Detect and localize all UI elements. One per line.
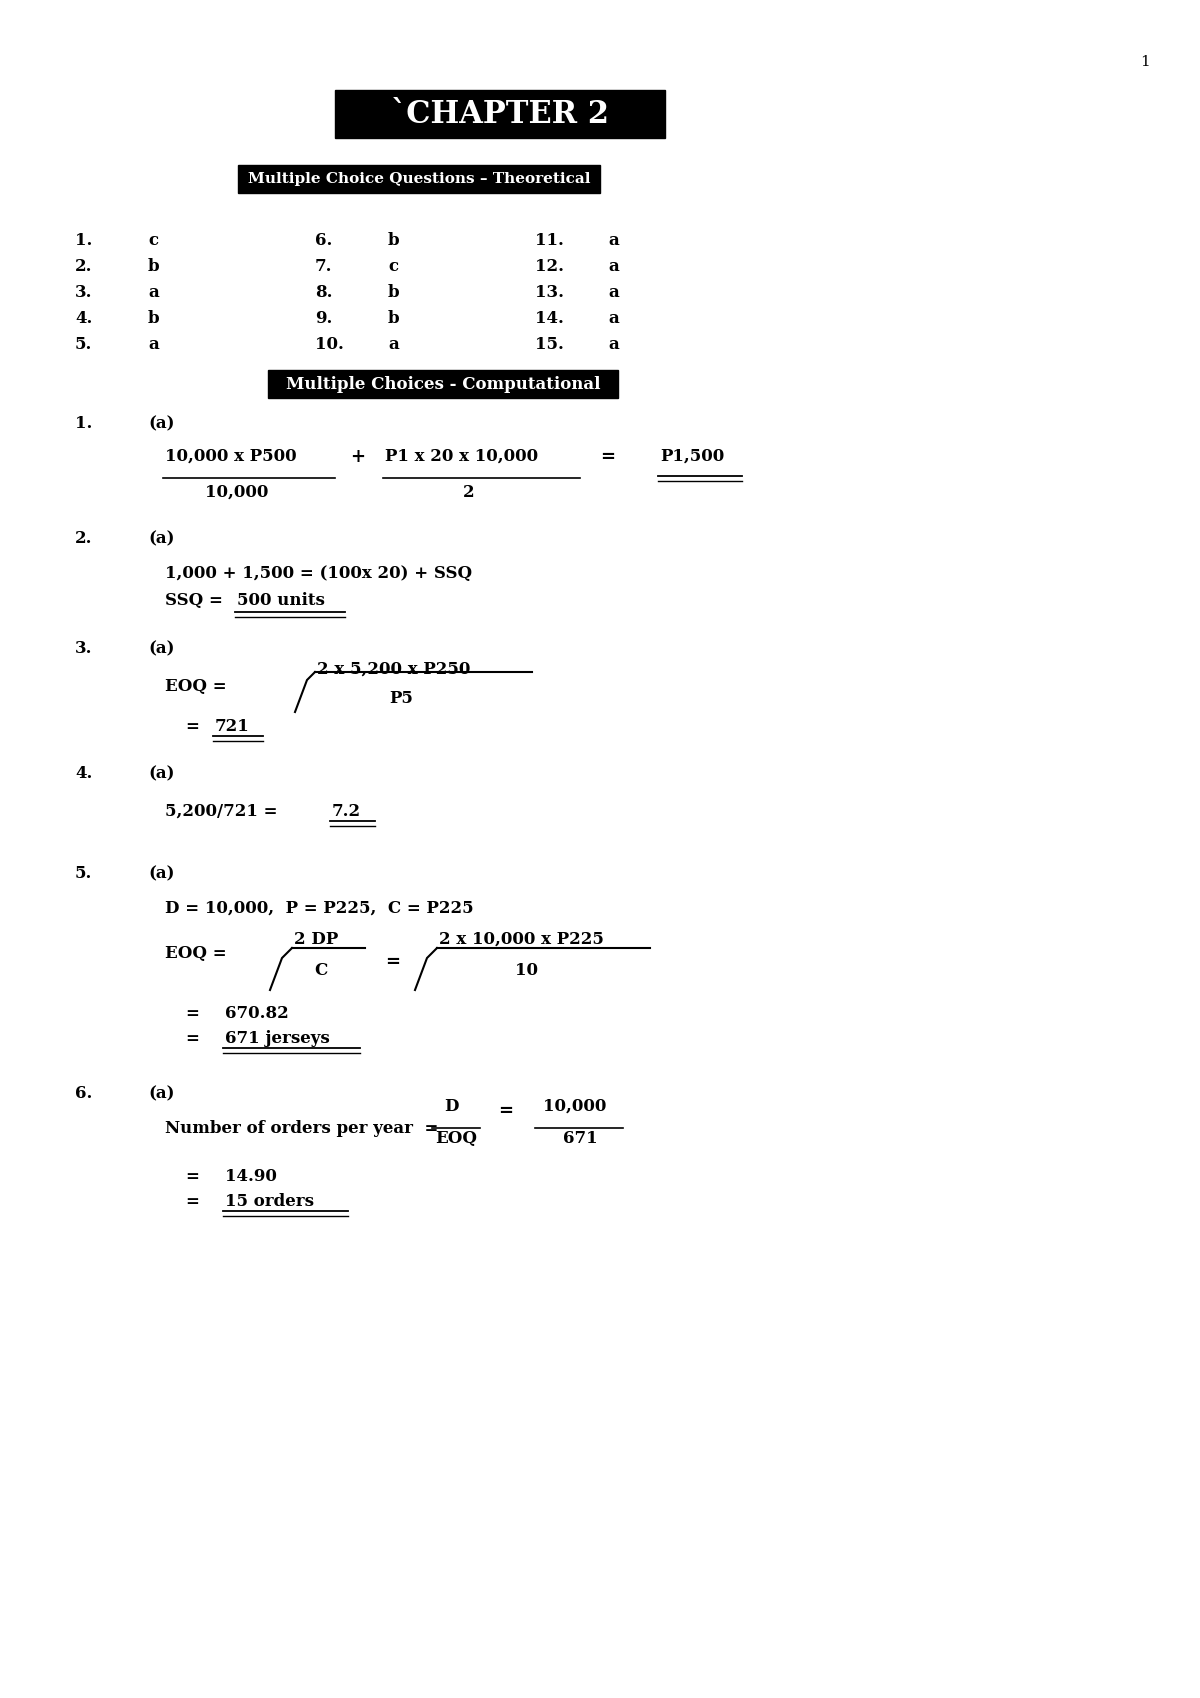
Text: EOQ =: EOQ = — [166, 678, 227, 694]
Text: Multiple Choices - Computational: Multiple Choices - Computational — [286, 375, 600, 392]
Text: 14.: 14. — [535, 311, 564, 328]
Text: 5,200/721 =: 5,200/721 = — [166, 803, 283, 820]
Text: =: = — [185, 1194, 199, 1211]
Text: a: a — [388, 336, 398, 353]
Text: a: a — [608, 311, 619, 328]
Text: a: a — [608, 336, 619, 353]
Text: SSQ =: SSQ = — [166, 593, 229, 610]
Text: b: b — [388, 284, 400, 301]
Text: 13.: 13. — [535, 284, 564, 301]
Text: 500 units: 500 units — [238, 593, 325, 610]
Text: 1: 1 — [1140, 54, 1150, 70]
Text: 4.: 4. — [74, 311, 92, 328]
Text: =: = — [498, 1102, 514, 1121]
Text: Multiple Choice Questions – Theoretical: Multiple Choice Questions – Theoretical — [247, 171, 590, 187]
Text: 2.: 2. — [74, 258, 92, 275]
Text: c: c — [148, 233, 158, 250]
Text: 5.: 5. — [74, 864, 92, 881]
Text: (a): (a) — [148, 640, 174, 657]
Text: +: + — [350, 448, 365, 465]
Text: 10.: 10. — [314, 336, 344, 353]
Text: 670.82: 670.82 — [226, 1005, 289, 1022]
Text: 3.: 3. — [74, 640, 92, 657]
Text: D = 10,000,  P = P225,  C = P225: D = 10,000, P = P225, C = P225 — [166, 900, 474, 917]
Text: (a): (a) — [148, 864, 174, 881]
FancyBboxPatch shape — [268, 370, 618, 397]
Text: C: C — [314, 963, 328, 980]
Text: b: b — [148, 258, 160, 275]
Text: 1,000 + 1,500 = (100x 20) + SSQ: 1,000 + 1,500 = (100x 20) + SSQ — [166, 565, 472, 582]
Text: 15.: 15. — [535, 336, 564, 353]
Text: 721: 721 — [215, 718, 250, 735]
Text: EOQ =: EOQ = — [166, 946, 227, 963]
Text: 1.: 1. — [74, 233, 92, 250]
Text: =: = — [600, 448, 616, 465]
Text: a: a — [148, 284, 158, 301]
Text: 3.: 3. — [74, 284, 92, 301]
Text: a: a — [148, 336, 158, 353]
Text: EOQ: EOQ — [436, 1129, 478, 1148]
Text: 1.: 1. — [74, 414, 92, 431]
Text: (a): (a) — [148, 530, 174, 547]
Text: 7.2: 7.2 — [332, 803, 361, 820]
Text: P1 x 20 x 10,000: P1 x 20 x 10,000 — [385, 448, 538, 465]
Text: 2.: 2. — [74, 530, 92, 547]
Text: (a): (a) — [148, 414, 174, 431]
Text: 10: 10 — [515, 963, 538, 980]
Text: b: b — [388, 233, 400, 250]
Text: =: = — [185, 1005, 199, 1022]
Text: (a): (a) — [148, 766, 174, 783]
Text: 10,000 x P500: 10,000 x P500 — [166, 448, 296, 465]
Text: 15 orders: 15 orders — [226, 1194, 314, 1211]
Text: 7.: 7. — [314, 258, 332, 275]
Text: (a): (a) — [148, 1085, 174, 1102]
Text: b: b — [148, 311, 160, 328]
Text: 11.: 11. — [535, 233, 564, 250]
Text: =: = — [185, 1168, 199, 1185]
Text: 6.: 6. — [74, 1085, 92, 1102]
Text: 14.90: 14.90 — [226, 1168, 277, 1185]
Text: P5: P5 — [389, 689, 413, 706]
Text: b: b — [388, 311, 400, 328]
Text: c: c — [388, 258, 398, 275]
Text: 671: 671 — [563, 1129, 598, 1148]
Text: 10,000: 10,000 — [205, 484, 269, 501]
Text: 2 DP: 2 DP — [294, 931, 338, 947]
Text: 9.: 9. — [314, 311, 332, 328]
Text: 8.: 8. — [314, 284, 332, 301]
FancyBboxPatch shape — [335, 90, 665, 138]
Text: Number of orders per year  =: Number of orders per year = — [166, 1121, 438, 1138]
Text: 4.: 4. — [74, 766, 92, 783]
Text: 2: 2 — [463, 484, 475, 501]
FancyBboxPatch shape — [238, 165, 600, 194]
Text: D: D — [444, 1099, 458, 1116]
Text: `CHAPTER 2: `CHAPTER 2 — [391, 98, 610, 129]
Text: 5.: 5. — [74, 336, 92, 353]
Text: 2 x 5,200 x P250: 2 x 5,200 x P250 — [317, 661, 470, 678]
Text: a: a — [608, 284, 619, 301]
Text: a: a — [608, 258, 619, 275]
Text: P1,500: P1,500 — [660, 448, 725, 465]
Text: 6.: 6. — [314, 233, 332, 250]
Text: =: = — [185, 1031, 199, 1048]
Text: 10,000: 10,000 — [542, 1099, 606, 1116]
Text: 12.: 12. — [535, 258, 564, 275]
Text: =: = — [185, 718, 199, 735]
Text: =: = — [385, 953, 400, 971]
Text: 671 jerseys: 671 jerseys — [226, 1031, 330, 1048]
Text: 2 x 10,000 x P225: 2 x 10,000 x P225 — [439, 931, 604, 947]
Text: a: a — [608, 233, 619, 250]
